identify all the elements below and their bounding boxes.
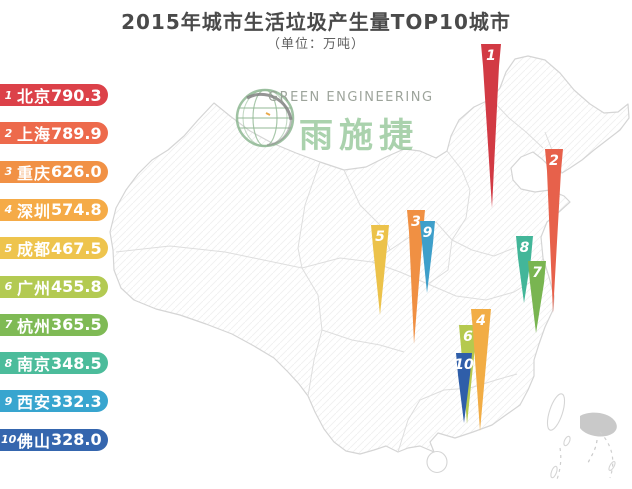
watermark-text-en: GREEN ENGINEERING <box>268 90 434 105</box>
map-marker-number-3: 3 <box>411 214 421 230</box>
rank-number: 4 <box>4 203 13 217</box>
ranking-row-8: 8 南京 348.5 <box>0 352 108 375</box>
map-marker-1 <box>481 44 501 208</box>
city-name: 广州 <box>17 278 52 298</box>
city-name: 南京 <box>17 355 52 375</box>
city-value: 626.0 <box>51 162 102 182</box>
city-value: 365.5 <box>51 315 102 335</box>
unit-subtitle: （单位：万吨） <box>266 37 365 52</box>
ranking-row-2: 2 上海 789.9 <box>0 122 108 145</box>
ranking-list: 1 北京 790.3 2 上海 789.9 3 重庆 626.0 4 深圳 57… <box>0 0 120 489</box>
islands <box>426 393 616 479</box>
china-outline <box>109 55 630 455</box>
map-marker-number-2: 2 <box>549 153 559 169</box>
hainan-island <box>426 450 448 474</box>
map-marker-3 <box>407 210 425 344</box>
watermark: GREEN ENGINEERING 雨施捷 <box>233 84 448 156</box>
ranking-row-1: 1 北京 790.3 <box>0 84 108 106</box>
ranking-row-10: 10 佛山 328.0 <box>0 428 108 451</box>
ranking-row-9: 9 西安 332.3 <box>0 390 108 413</box>
map-marker-number-5: 5 <box>375 229 385 245</box>
rank-number: 10 <box>1 433 17 447</box>
map-marker-number-4: 4 <box>475 313 486 329</box>
globe-icon <box>235 88 295 148</box>
ranking-row-3: 3 重庆 626.0 <box>0 160 108 183</box>
city-value: 574.8 <box>51 200 102 220</box>
map-marker-4 <box>471 309 491 431</box>
city-name: 西安 <box>17 393 52 413</box>
south-sea-marks <box>555 412 617 483</box>
rank-number: 6 <box>4 280 13 293</box>
ranking-row-5: 5 成都 467.5 <box>0 237 108 260</box>
rank-number: 9 <box>4 394 13 408</box>
rank-number: 1 <box>4 88 13 102</box>
city-name: 深圳 <box>17 201 52 221</box>
city-value: 332.3 <box>51 391 102 411</box>
map-marker-number-6: 6 <box>463 329 473 345</box>
map-marker-7 <box>528 261 546 333</box>
map-marker-2 <box>545 149 563 313</box>
map-marker-number-7: 7 <box>532 265 542 281</box>
map-marker-number-1: 1 <box>486 48 496 64</box>
city-value: 455.8 <box>51 277 102 296</box>
city-value: 467.5 <box>51 238 102 258</box>
city-value: 790.3 <box>51 85 102 105</box>
city-name: 成都 <box>17 240 52 260</box>
city-name: 北京 <box>17 87 52 106</box>
ranking-row-6: 6 广州 455.8 <box>0 275 108 298</box>
city-value: 348.5 <box>51 353 102 373</box>
city-value: 789.9 <box>51 123 102 143</box>
ranking-row-7: 7 杭州 365.5 <box>0 313 108 336</box>
map-marker-5 <box>371 225 389 315</box>
city-name: 上海 <box>17 125 52 145</box>
page-title: 2015年城市生活垃圾产生量TOP10城市 <box>121 10 511 34</box>
rank-number: 2 <box>4 126 13 140</box>
ranking-row-4: 4 深圳 574.8 <box>0 198 108 221</box>
map-marker-10 <box>456 353 472 423</box>
map-marker-8 <box>516 236 533 303</box>
map-marker-9 <box>420 221 435 293</box>
rank-number: 7 <box>4 318 13 332</box>
map-marker-number-10: 10 <box>454 357 474 373</box>
province-borders <box>115 98 563 453</box>
rank-number: 5 <box>4 241 13 255</box>
watermark-text-cn: 雨施捷 <box>299 116 419 156</box>
city-name: 佛山 <box>17 431 52 451</box>
map-marker-number-8: 8 <box>520 240 530 256</box>
city-name: 重庆 <box>17 163 52 183</box>
rank-number: 3 <box>4 165 13 179</box>
map-marker-number-9: 9 <box>423 225 433 241</box>
city-value: 328.0 <box>51 430 102 450</box>
map-markers: 1 2 39 5 87 64 10 <box>371 44 563 431</box>
taiwan-island <box>546 393 566 431</box>
rank-number: 8 <box>4 356 13 370</box>
city-name: 杭州 <box>17 316 52 336</box>
